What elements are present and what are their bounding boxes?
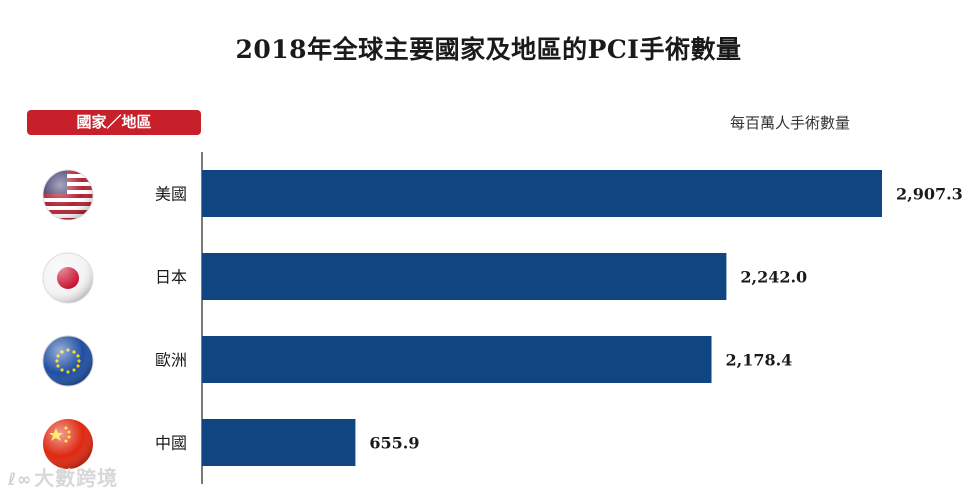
- watermark-text: 大數跨境: [34, 466, 119, 490]
- usa-flag-icon: [43, 170, 93, 220]
- value-label-4: 655.9: [369, 434, 419, 453]
- watermark: ℓ∞ 大數跨境: [8, 462, 118, 491]
- category-label-4: 中國: [155, 434, 187, 453]
- eu-flag-icon: [43, 336, 93, 386]
- bar-1: [202, 170, 882, 217]
- value-label-2: 2,242.0: [740, 268, 807, 287]
- category-label-badge: 國家／地區: [27, 110, 201, 135]
- bar-2: [202, 253, 727, 300]
- category-label-1: 美國: [155, 185, 187, 204]
- category-label-2: 日本: [155, 268, 187, 287]
- value-label-1: 2,907.3: [896, 185, 963, 204]
- value-label-3: 2,178.4: [726, 351, 793, 370]
- chart-title: 2018年全球主要國家及地區的PCI手術數量: [235, 35, 742, 64]
- unit-label: 每百萬人手術數量: [730, 114, 851, 132]
- china-flag-icon: [43, 419, 93, 469]
- category-label-3: 歐洲: [155, 351, 187, 370]
- bar-3: [202, 336, 712, 383]
- japan-flag-icon: [43, 253, 93, 303]
- watermark-logo-icon: ℓ∞: [8, 470, 33, 490]
- bar-4: [202, 419, 356, 466]
